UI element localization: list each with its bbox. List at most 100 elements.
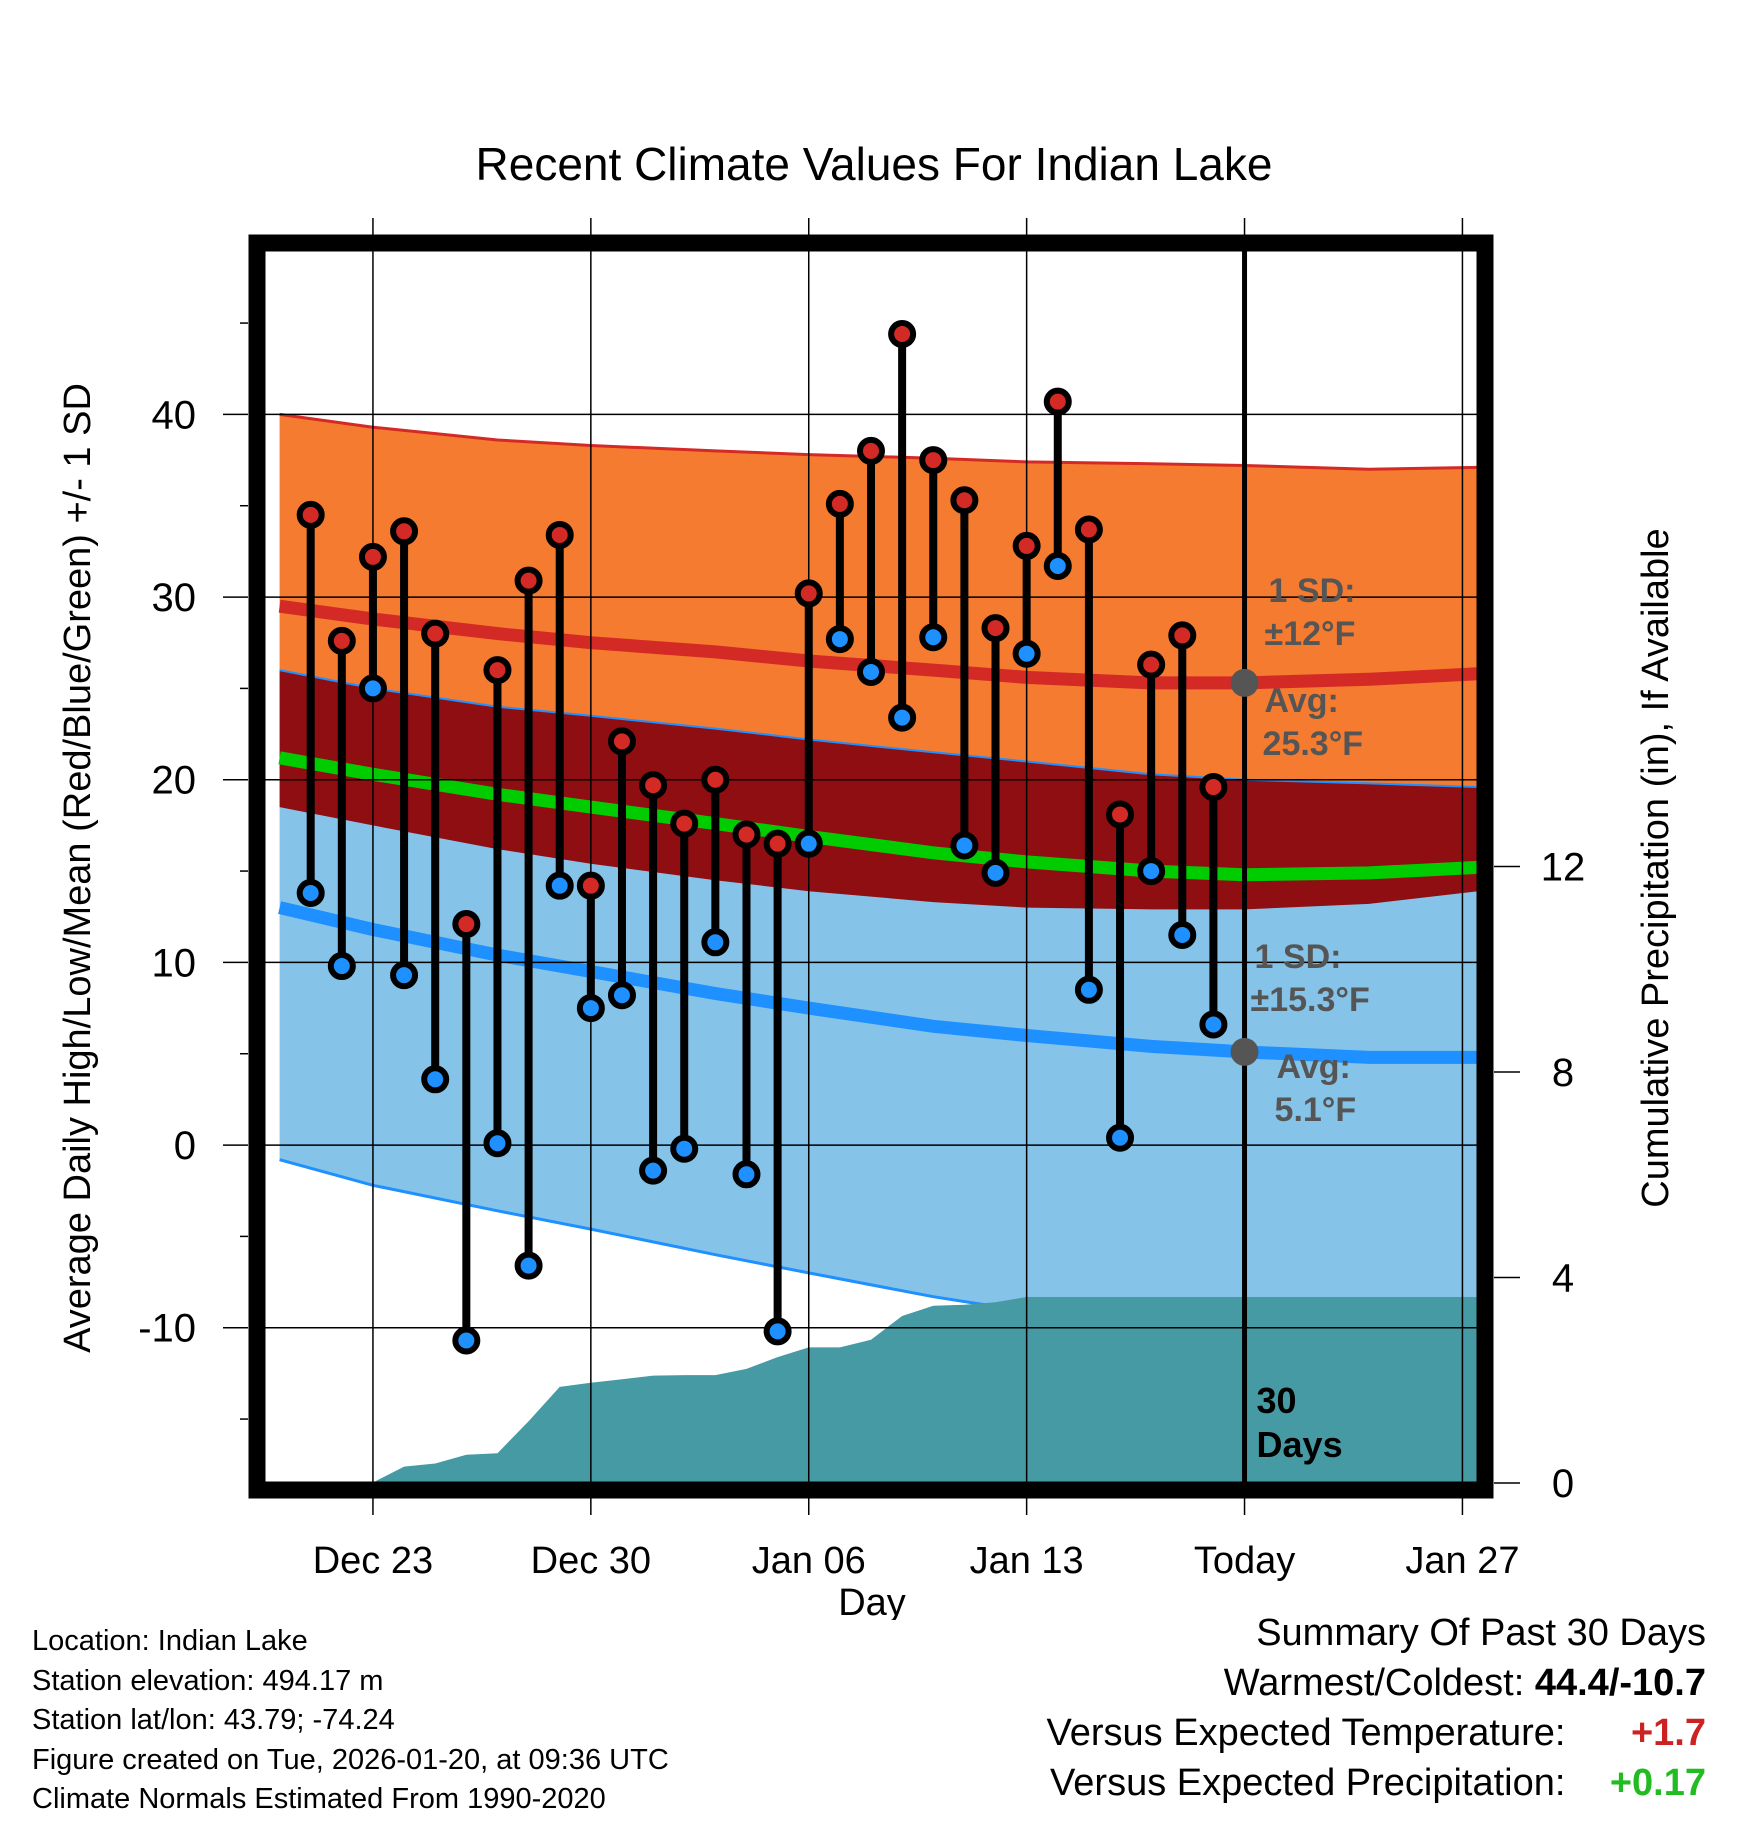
y-tick-label: 30: [152, 576, 197, 620]
summary-title: Summary Of Past 30 Days: [1256, 1612, 1706, 1654]
daily-high-point: [1012, 531, 1041, 560]
daily-low-point: [919, 623, 948, 652]
temp-anomaly-label: Versus Expected Temperature:: [1046, 1712, 1566, 1754]
daily-low-point: [1168, 921, 1197, 949]
daily-high-point: [950, 486, 979, 515]
y2-tick-label: 4: [1552, 1257, 1574, 1301]
y2-tick-label: 12: [1541, 846, 1586, 890]
y-tick-label: -10: [138, 1307, 196, 1351]
y-tick-label: 40: [152, 393, 197, 437]
daily-high-point: [327, 626, 356, 655]
precip-anomaly-label: Versus Expected Precipitation:: [1050, 1762, 1566, 1804]
daily-high-point: [981, 614, 1010, 643]
daily-low-point: [670, 1134, 699, 1163]
high-sd-label-1: 1 SD:: [1269, 572, 1356, 610]
daily-low-point: [1012, 639, 1041, 668]
daily-high-point: [857, 436, 885, 465]
low-avg-label-2: 5.1°F: [1275, 1091, 1357, 1129]
daily-high-point: [576, 871, 605, 900]
daily-low-point: [794, 829, 823, 858]
daily-low-point: [296, 878, 325, 907]
daily-high-point: [358, 542, 387, 571]
daily-high-point: [452, 910, 481, 939]
daily-low-point: [825, 625, 854, 654]
y-tick-label: 0: [174, 1124, 196, 1168]
daily-low-point: [1199, 1010, 1228, 1039]
daily-high-point: [514, 566, 543, 595]
y-tick-label: 10: [152, 941, 197, 985]
daily-low-point: [452, 1326, 481, 1355]
cumulative-precip-area: [264, 1297, 1478, 1483]
daily-low-point: [701, 928, 730, 957]
daily-low-point: [763, 1317, 792, 1346]
daily-low-point: [358, 674, 387, 703]
high-avg-label-1: Avg:: [1265, 682, 1339, 720]
daily-low-point: [421, 1065, 450, 1094]
daily-high-point: [670, 809, 699, 838]
precip-anomaly-value: +0.17: [1609, 1762, 1706, 1804]
daily-high-point: [639, 771, 668, 800]
low-sd-label-1: 1 SD:: [1255, 938, 1342, 976]
daily-low-point: [514, 1251, 543, 1280]
daily-high-point: [919, 446, 948, 475]
daily-low-point: [576, 994, 605, 1023]
y2-tick-label: 8: [1552, 1051, 1574, 1095]
daily-high-point: [296, 500, 325, 529]
chart-title: Recent Climate Values For Indian Lake: [476, 138, 1273, 190]
daily-low-point: [857, 657, 885, 686]
station-info: Location: Indian Lake Station elevation:…: [32, 1622, 669, 1820]
warmest-coldest-label: Warmest/Coldest:: [1223, 1662, 1525, 1704]
daily-low-point: [483, 1129, 512, 1158]
summary-panel: Summary Of Past 30 Days Warmest/Coldest:…: [1047, 1608, 1706, 1808]
daily-low-point: [390, 961, 419, 990]
daily-high-point: [763, 829, 792, 858]
mean-normal-line: [278, 751, 1478, 882]
daily-high-point: [1043, 387, 1072, 416]
daily-high-point: [701, 765, 730, 794]
location-text: Location: Indian Lake: [32, 1625, 308, 1657]
x-tick-label: Dec 23: [313, 1540, 433, 1582]
high-avg-label-2: 25.3°F: [1263, 725, 1364, 763]
daily-high-point: [390, 517, 419, 546]
daily-low-point: [1106, 1123, 1135, 1152]
daily-high-point: [732, 820, 761, 849]
daily-high-point: [483, 656, 512, 685]
daily-low-point: [981, 858, 1010, 887]
y2-axis-label: Cumulative Precipitation (in), If Availa…: [1635, 528, 1677, 1207]
y-tick-label: 20: [152, 759, 197, 803]
daily-high-point: [888, 320, 917, 349]
plot-frame: [248, 234, 1494, 1499]
daily-low-point: [1074, 975, 1103, 1004]
low-sd-label-2: ±15.3°F: [1251, 981, 1370, 1019]
daily-high-point: [421, 619, 450, 648]
daily-high-point: [1137, 650, 1166, 679]
daily-high-point: [794, 579, 823, 608]
normals-text: Climate Normals Estimated From 1990-2020: [32, 1783, 606, 1815]
high-avg-marker: [1230, 668, 1259, 697]
daily-low-point: [1043, 552, 1072, 581]
elevation-text: Station elevation: 494.17 m: [32, 1664, 384, 1697]
low-normal-line: [278, 901, 1478, 1064]
daily-low-point: [950, 831, 979, 860]
daily-high-point: [825, 489, 854, 518]
daily-low-point: [607, 981, 636, 1010]
daily-low-point: [732, 1160, 761, 1189]
latlon-text: Station lat/lon: 43.79; -74.24: [32, 1704, 395, 1736]
x-tick-label: Dec 30: [531, 1540, 651, 1582]
daily-low-point: [327, 952, 356, 981]
daily-low-point: [888, 703, 917, 732]
daily-low-point: [639, 1156, 668, 1185]
daily-high-point: [1199, 773, 1228, 802]
temp-anomaly-row: Versus Expected Temperature: +1.7: [1047, 1708, 1706, 1758]
x-axis-label: Day: [838, 1582, 906, 1620]
today-label-days: Days: [1257, 1424, 1343, 1465]
daily-high-point: [545, 520, 574, 549]
climate-chart: Recent Climate Values For Indian Lake 30…: [57, 138, 1677, 1620]
daily-low-point: [545, 871, 574, 900]
x-tick-label: Today: [1194, 1540, 1295, 1582]
x-tick-label: Jan 27: [1405, 1540, 1519, 1582]
daily-high-point: [1106, 800, 1135, 829]
x-tick-label: Jan 13: [970, 1540, 1084, 1582]
y2-tick-label: 0: [1552, 1462, 1574, 1506]
high-sd-label-2: ±12°F: [1265, 615, 1356, 653]
